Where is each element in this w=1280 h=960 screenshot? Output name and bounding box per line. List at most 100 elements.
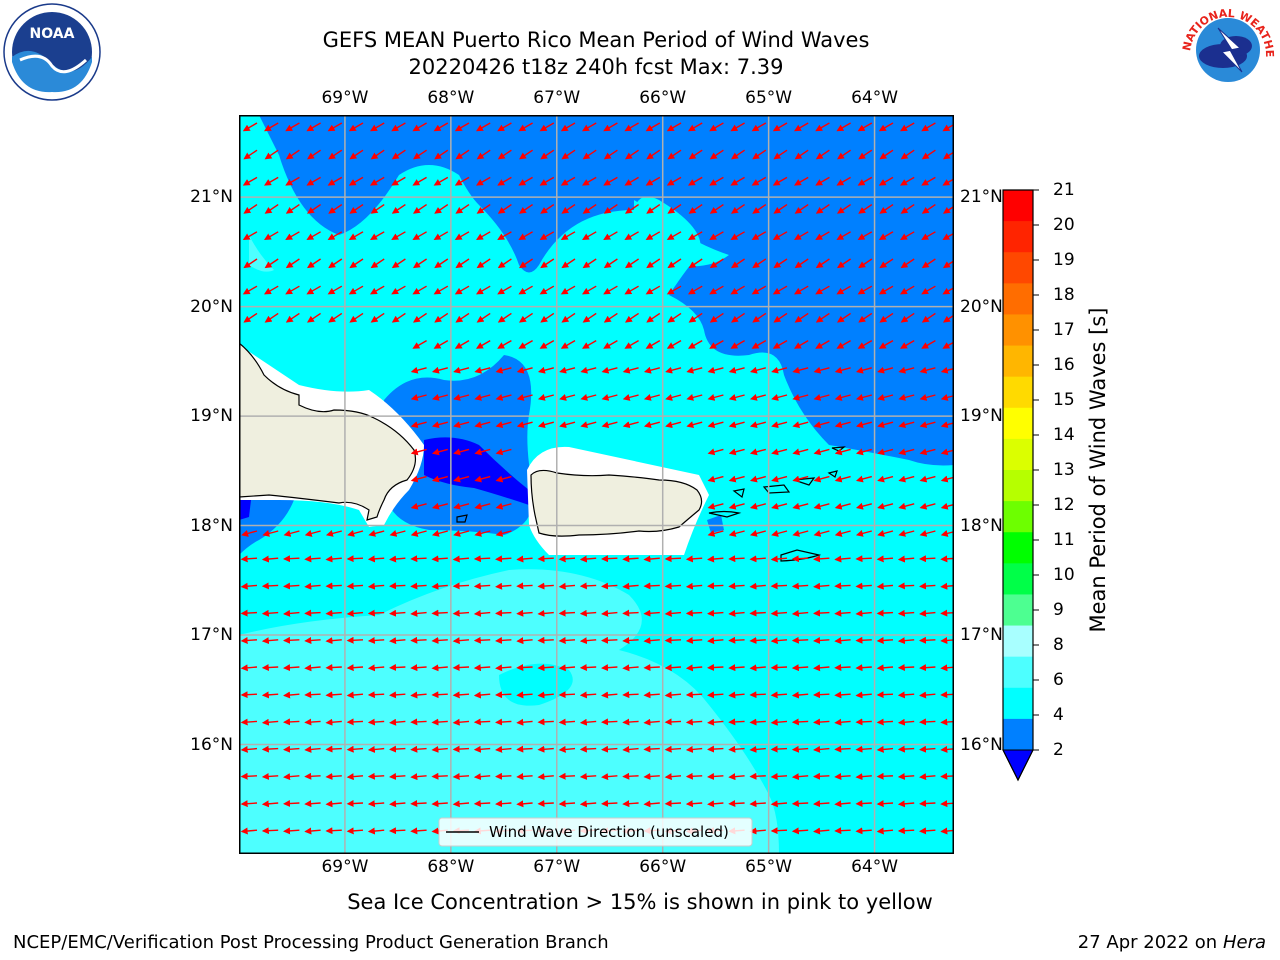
wave-direction-arrow bbox=[879, 312, 894, 323]
wave-direction-arrow bbox=[453, 421, 470, 429]
wave-direction-arrow bbox=[263, 285, 279, 295]
wave-direction-arrow bbox=[919, 691, 936, 699]
wave-direction-arrow bbox=[665, 366, 682, 374]
wave-direction-arrow bbox=[813, 448, 830, 456]
wave-direction-arrow bbox=[858, 312, 873, 323]
wave-direction-arrow bbox=[410, 773, 427, 781]
wave-direction-arrow bbox=[283, 691, 300, 699]
wave-direction-arrow bbox=[474, 394, 491, 401]
wave-direction-arrow bbox=[601, 745, 618, 753]
wave-direction-arrow bbox=[452, 555, 470, 563]
wave-direction-arrow bbox=[709, 258, 724, 269]
wave-direction-arrow bbox=[410, 502, 427, 510]
wave-direction-arrow bbox=[601, 555, 618, 563]
wave-direction-arrow bbox=[367, 800, 385, 808]
wave-direction-arrow bbox=[815, 149, 830, 160]
wave-direction-arrow bbox=[579, 800, 597, 808]
wave-direction-arrow bbox=[495, 582, 512, 590]
wave-direction-arrow bbox=[495, 691, 512, 699]
wave-direction-arrow bbox=[579, 663, 597, 671]
wave-direction-arrow bbox=[770, 609, 788, 617]
wave-direction-arrow bbox=[410, 609, 427, 617]
wave-direction-arrow bbox=[558, 664, 576, 672]
wave-direction-arrow bbox=[878, 285, 894, 295]
colorbar-tick-label: 17 bbox=[1053, 320, 1075, 340]
wave-direction-arrow bbox=[942, 232, 954, 241]
wave-direction-arrow bbox=[283, 530, 300, 537]
wave-direction-arrow bbox=[346, 718, 364, 726]
wave-direction-arrow bbox=[897, 691, 915, 699]
wave-direction-arrow bbox=[537, 773, 554, 781]
wave-direction-arrow bbox=[898, 394, 915, 401]
wave-direction-arrow bbox=[431, 745, 448, 753]
wind-wave-direction-arrows bbox=[240, 122, 954, 835]
colorbar-title: Mean Period of Wind Waves [s] bbox=[1086, 307, 1110, 633]
wave-direction-arrow bbox=[497, 285, 512, 295]
wave-direction-arrow bbox=[367, 718, 385, 726]
wave-direction-arrow bbox=[707, 691, 724, 699]
wave-direction-arrow bbox=[643, 637, 660, 645]
wave-direction-arrow bbox=[921, 231, 936, 241]
wave-direction-arrow bbox=[772, 122, 788, 132]
wave-direction-arrow bbox=[454, 122, 470, 132]
wave-direction-arrow bbox=[453, 366, 470, 374]
period-zone-2-4-vi bbox=[707, 515, 724, 533]
wave-direction-arrow bbox=[942, 123, 954, 132]
colorbar-segment bbox=[1003, 718, 1033, 751]
wave-direction-arrow bbox=[410, 421, 427, 429]
land-virgin-islands bbox=[732, 477, 816, 499]
wave-direction-arrow bbox=[389, 772, 406, 780]
wave-direction-arrow bbox=[940, 745, 954, 753]
wave-direction-arrow bbox=[857, 339, 873, 349]
noaa-logo: NOAA bbox=[3, 3, 101, 101]
lat-tick-label-right: 16°N bbox=[960, 734, 1003, 755]
wave-direction-arrow bbox=[834, 475, 851, 483]
wave-direction-arrow bbox=[537, 394, 554, 401]
wave-direction-arrow bbox=[306, 285, 321, 295]
wave-direction-arrow bbox=[495, 555, 512, 563]
wave-direction-arrow bbox=[855, 691, 872, 699]
colorbar-tick-label: 8 bbox=[1053, 635, 1064, 655]
wave-direction-arrow bbox=[519, 258, 533, 269]
wave-direction-arrow bbox=[813, 827, 830, 835]
wave-direction-arrow bbox=[834, 637, 851, 645]
lon-tick-label-bot: 68°W bbox=[427, 857, 475, 877]
wave-direction-arrow bbox=[687, 285, 703, 295]
wave-direction-arrow bbox=[792, 366, 809, 374]
wave-direction-arrow bbox=[346, 609, 364, 617]
wave-direction-arrow bbox=[643, 745, 660, 753]
wave-direction-arrow bbox=[813, 555, 830, 563]
lon-tick-label-bot: 64°W bbox=[851, 857, 899, 877]
wave-direction-arrow bbox=[537, 691, 554, 699]
wave-direction-arrow bbox=[367, 609, 385, 617]
wave-direction-arrow bbox=[261, 745, 279, 753]
period-zone-4-6-north bbox=[634, 200, 729, 267]
wave-direction-arrow bbox=[452, 582, 470, 590]
wave-direction-arrow bbox=[749, 366, 766, 374]
wave-direction-arrow bbox=[728, 718, 745, 726]
wave-direction-arrow bbox=[921, 258, 936, 269]
wave-direction-arrow bbox=[646, 312, 661, 323]
wave-direction-arrow bbox=[793, 285, 809, 295]
wave-direction-arrow bbox=[389, 745, 406, 753]
wave-direction-arrow bbox=[241, 530, 258, 537]
wave-direction-arrow bbox=[348, 231, 364, 241]
colorbar-segment bbox=[1003, 345, 1033, 378]
wave-direction-arrow bbox=[834, 502, 851, 510]
wave-direction-arrow bbox=[837, 258, 851, 269]
wave-direction-arrow bbox=[285, 122, 300, 132]
wave-direction-arrow bbox=[878, 231, 894, 241]
wave-direction-arrow bbox=[240, 827, 258, 835]
wave-direction-arrow bbox=[349, 149, 364, 160]
lat-tick-label-left: 16°N bbox=[190, 734, 233, 755]
wave-direction-arrow bbox=[516, 718, 533, 726]
wave-direction-arrow bbox=[452, 663, 470, 671]
wave-direction-arrow bbox=[792, 502, 809, 510]
lat-tick-label-left: 18°N bbox=[190, 515, 233, 536]
wave-direction-arrow bbox=[558, 718, 576, 726]
wave-direction-arrow bbox=[603, 149, 618, 160]
wave-direction-arrow bbox=[495, 394, 512, 401]
wave-direction-arrow bbox=[261, 772, 279, 780]
wave-direction-arrow bbox=[389, 609, 406, 617]
wave-direction-arrow bbox=[855, 582, 872, 590]
